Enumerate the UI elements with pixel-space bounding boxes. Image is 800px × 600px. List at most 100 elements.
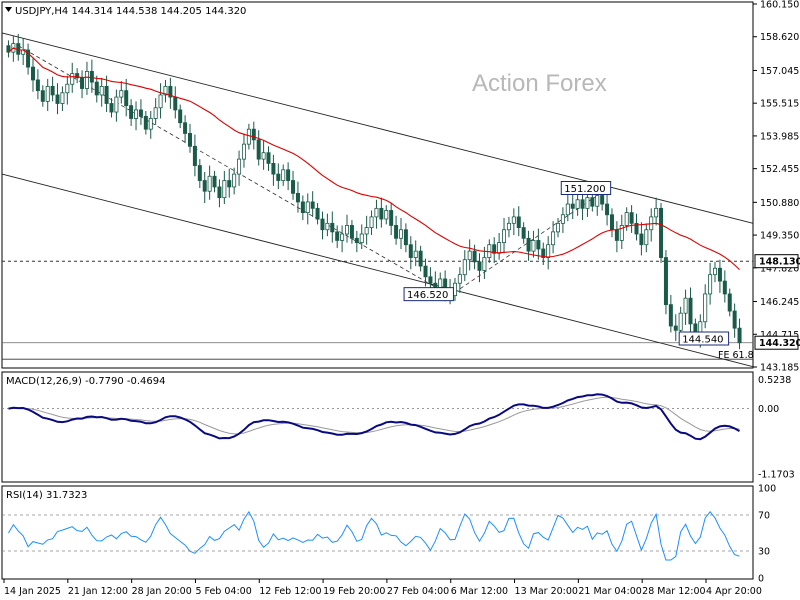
candle-body — [266, 152, 271, 164]
watermark: Action Forex — [472, 70, 607, 97]
candle-body — [6, 45, 11, 53]
candle-body — [673, 325, 678, 331]
candle-body — [295, 192, 300, 203]
candle-body — [384, 210, 389, 220]
price-header: USDJPY,H4 144.314 144.538 144.205 144.32… — [15, 6, 246, 17]
candle-body — [227, 180, 232, 188]
candle-body — [75, 73, 80, 79]
candle-body — [497, 242, 502, 254]
candle-body — [413, 250, 418, 258]
x-axis-label: 12 Feb 12:00 — [259, 586, 321, 597]
candle-body — [340, 233, 345, 241]
candle-body — [556, 222, 561, 233]
rsi-header: RSI(14) 31.7323 — [6, 490, 87, 501]
candle-body — [99, 85, 104, 96]
candle-body — [683, 297, 688, 314]
macd-current-label: 0.00 — [758, 404, 779, 415]
candle-body — [222, 180, 227, 199]
rsi-axis-label: 0 — [758, 574, 764, 585]
candle-body — [629, 212, 634, 224]
price-axis-label: 153.985 — [760, 131, 799, 142]
price-axis-label: 147.820 — [760, 263, 799, 274]
candle-body — [585, 197, 590, 209]
candle-body — [45, 85, 50, 102]
candle-body — [502, 229, 507, 243]
candle-body — [202, 180, 207, 192]
price-axis-label: 146.245 — [760, 297, 799, 308]
fe-label: FE 61.8 — [718, 350, 754, 361]
candle-body — [654, 207, 659, 218]
candle-body — [129, 105, 134, 119]
candle-body — [168, 85, 173, 98]
candle-body — [565, 203, 570, 216]
candle-body — [389, 210, 394, 226]
price-label: 144.540 — [682, 335, 723, 346]
candle-body — [94, 81, 99, 96]
rsi-axis-label: 30 — [758, 547, 770, 558]
candle-body — [310, 201, 315, 209]
candle-body — [433, 282, 438, 288]
candle-body — [207, 175, 212, 192]
candle-body — [158, 94, 163, 109]
candle-body — [286, 169, 291, 181]
candle-body — [26, 49, 31, 68]
rsi-layer — [2, 510, 753, 561]
candle-body — [727, 293, 732, 312]
candle-body — [688, 297, 693, 325]
candle-body — [70, 73, 75, 85]
candle-body — [570, 203, 575, 209]
price-axis-marker-label: 144.320 — [759, 338, 800, 349]
x-axis-label: 6 Mar 12:00 — [451, 586, 508, 597]
candle-body — [359, 233, 364, 243]
candle-body — [364, 227, 369, 235]
candle-body — [722, 280, 727, 295]
price-header-icon — [5, 7, 12, 12]
candle-body — [124, 90, 129, 107]
candle-body — [659, 207, 664, 258]
macd-line — [8, 393, 740, 441]
candle-body — [153, 107, 158, 119]
macd-axis-label: 0.5238 — [758, 375, 791, 386]
candle-body — [526, 237, 531, 252]
x-axis-label: 4 Apr 20:00 — [706, 586, 762, 597]
candle-body — [80, 77, 85, 89]
candle-body — [148, 118, 153, 130]
candle-body — [212, 175, 217, 188]
sma-line — [8, 47, 740, 271]
x-axis-label: 14 Jan 2025 — [4, 586, 61, 597]
candle-body — [595, 195, 600, 207]
x-axis-label: 28 Jan 20:00 — [132, 586, 192, 597]
candle-body — [241, 143, 246, 160]
candle-body — [119, 90, 124, 98]
rsi-panel[interactable] — [1, 485, 754, 580]
candle-body — [335, 231, 340, 241]
macd-panel[interactable] — [1, 371, 754, 483]
candle-body — [291, 180, 296, 194]
price-label-box — [678, 331, 730, 346]
candle-body — [737, 327, 742, 344]
rsi-axis-label: 100 — [758, 484, 776, 495]
candle-body — [345, 225, 350, 235]
candle-body — [325, 222, 330, 231]
price-axis-label: 160.150 — [760, 0, 799, 11]
macd-current-box — [755, 402, 783, 416]
candle-body — [546, 244, 551, 258]
candle-body — [462, 259, 467, 276]
candle-body — [467, 250, 472, 261]
candle-body — [251, 128, 256, 141]
candle-body — [605, 203, 610, 216]
candle-body — [703, 293, 708, 323]
candle-body — [271, 163, 276, 175]
macd-signal-line — [8, 396, 740, 435]
candle-body — [511, 216, 516, 224]
candle-body — [418, 250, 423, 267]
candle-body — [261, 152, 266, 160]
candle-body — [663, 257, 668, 306]
candle-body — [256, 139, 261, 160]
candle-body — [428, 276, 433, 284]
price-panel[interactable] — [1, 1, 754, 369]
candle-body — [217, 186, 222, 199]
candle-body — [506, 222, 511, 231]
candle-body — [50, 85, 55, 96]
candle-body — [187, 133, 192, 147]
